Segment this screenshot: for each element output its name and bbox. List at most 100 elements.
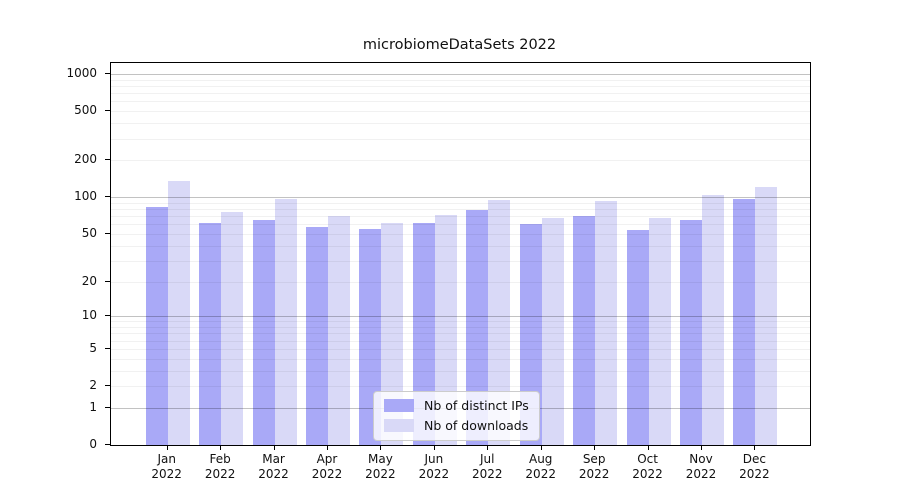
gridline-minor [111,327,810,328]
gridline-major [111,197,810,199]
bar-ips-dec [733,198,756,445]
y-tick-label: 20 [81,273,97,288]
x-tick-label-month: Jul [480,452,495,466]
x-tick-label: Jul 2022 [455,452,519,482]
bar-downloads-jul [488,200,511,445]
x-tick-label: Sep 2022 [562,452,626,482]
gridline-minor [111,358,810,360]
y-tick-label: 2 [89,378,97,392]
bar-downloads-sep [595,201,618,445]
bar-ips-feb [199,223,222,445]
legend: Nb of distinct IPs Nb of downloads [373,391,540,441]
x-tick [594,446,596,450]
bar-downloads-may [381,222,404,445]
x-tick-label: Apr 2022 [295,452,359,482]
x-tick-label-month: Sep [582,452,606,466]
x-tick-label-year: 2022 [151,467,182,481]
gridline-minor [111,340,810,342]
bar-ips-apr [305,226,328,445]
y-tick-label: 1000 [66,65,97,80]
bar-ips-jun [412,223,435,445]
chart-title: microbiomeDataSets 2022 [362,37,557,53]
y-tick-label: 500 [74,103,97,118]
x-tick-label-year: 2022 [204,467,236,481]
gridline-minor [111,111,810,113]
bar-ips-aug [519,224,542,445]
x-tick [220,446,222,450]
legend-swatch-downloads-icon [384,419,414,432]
x-tick [754,446,756,450]
x-tick-label-month: May [368,452,393,466]
gridline-minor [111,160,810,162]
gridline-minor [111,202,810,204]
gridline-minor [111,321,810,323]
x-tick-label-year: 2022 [685,467,717,481]
gridline-minor [111,79,810,81]
y-tick [105,110,110,112]
x-tick-label-month: Nov [689,452,713,466]
plot-area [110,62,811,446]
gridline-minor [111,93,810,95]
x-tick [540,446,542,450]
x-tick-label: Feb 2022 [188,452,252,482]
y-tick [105,406,110,408]
x-tick-label: Dec 2022 [722,452,786,482]
x-tick-label-month: Apr [316,452,338,466]
y-tick-label: 200 [74,152,97,167]
y-tick-label: 50 [81,225,97,240]
x-tick-label-year: 2022 [418,467,450,481]
y-tick [105,315,110,317]
bar-downloads-aug [541,218,564,445]
bar-ips-nov [680,220,702,445]
x-tick [433,446,435,450]
bar-ips-oct [626,229,649,445]
x-tick-label-month: Feb [209,452,231,466]
x-tick-label: Jan 2022 [135,452,199,482]
x-tick-label-month: Aug [528,452,553,466]
gridline-minor [111,333,810,335]
x-tick [326,446,328,450]
bar-downloads-apr [327,216,350,445]
gridline-minor [111,101,810,103]
bar-ips-may [359,228,382,445]
y-tick-label: 100 [74,189,97,204]
y-tick [105,280,110,282]
gridline-minor [111,123,810,125]
x-tick-label-year: 2022 [311,467,343,481]
x-tick-label: May 2022 [348,452,412,482]
x-tick-label-year: 2022 [258,467,289,481]
gridline-minor [111,245,810,247]
legend-swatch-ips-icon [384,399,414,412]
y-tick-label: 0 [89,437,97,451]
legend-label-downloads: Nb of downloads [424,418,529,433]
x-tick-label-month: Mar [262,452,285,466]
legend-row-ips: Nb of distinct IPs [384,398,529,413]
x-tick [380,446,382,450]
x-tick [273,446,275,450]
gridline-minor [111,209,810,211]
bar-ips-jul [466,210,489,445]
x-tick [647,446,649,450]
gridline-minor [111,281,810,283]
y-tick-label: 1 [89,399,97,414]
y-tick [105,72,110,74]
bar-ips-jan [145,207,168,445]
x-tick [701,446,702,450]
gridline-minor [111,348,810,350]
x-tick-label: Jun 2022 [402,452,466,482]
gridline-minor [111,138,810,140]
legend-label-ips: Nb of distinct IPs [424,398,529,413]
y-tick [105,444,110,445]
x-tick-label: Mar 2022 [242,452,306,482]
bar-downloads-dec [755,187,778,445]
x-tick-label-month: Oct [637,452,658,466]
gridline-minor [111,224,810,226]
bar-downloads-feb [221,212,244,445]
bar-downloads-nov [702,195,724,445]
x-tick-label: Nov 2022 [669,452,733,482]
bar-downloads-jan [167,181,190,445]
x-tick-label-month: Jan [157,452,176,466]
x-tick-label: Oct 2022 [616,452,680,482]
y-tick [105,159,110,161]
